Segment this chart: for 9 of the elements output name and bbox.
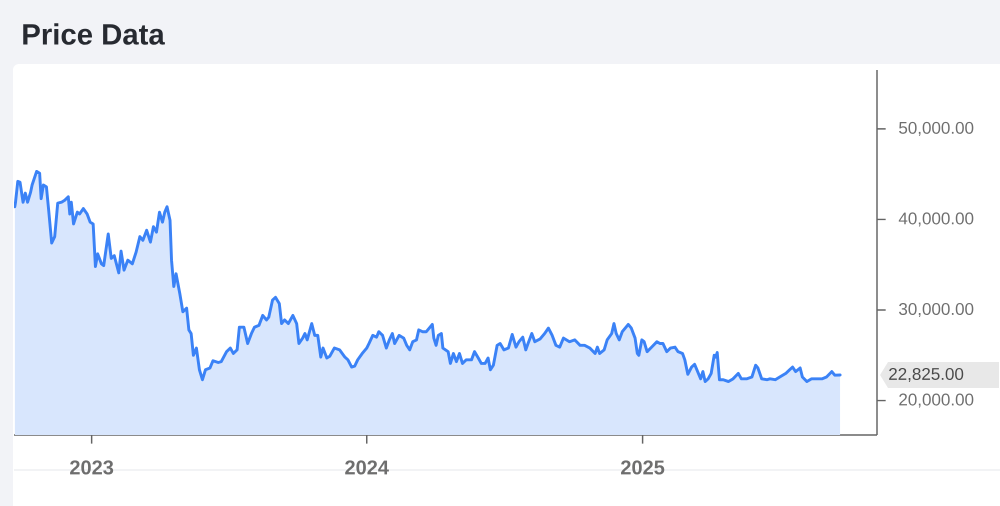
x-tick-label: 2024	[345, 460, 389, 475]
chart-title: Price Data	[23, 23, 165, 45]
y-tick-label: 30,000.00	[899, 302, 974, 318]
x-tick-label: 2025	[621, 460, 664, 475]
y-tick-label: 50,000.00	[899, 122, 974, 136]
y-tick-label: 20,000.00	[899, 394, 974, 408]
x-tick-label: 2023	[70, 460, 114, 475]
text: 22,825.00	[889, 368, 964, 382]
y-tick-label: 40,000.00	[898, 212, 974, 226]
